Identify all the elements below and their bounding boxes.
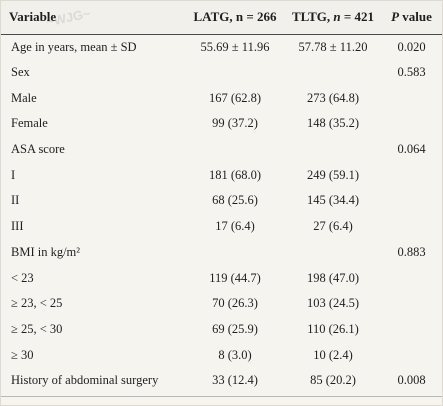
header-latg: LATG, n = 266 — [185, 1, 285, 35]
header-variable: Variable — [1, 1, 185, 35]
tltg-cell — [285, 60, 381, 86]
tltg-cell: 10 (2.4) — [313, 347, 353, 362]
row-label: Male — [11, 90, 37, 105]
table-row: ≥ 25, < 30 69 (25.9) 110 (26.1) — [1, 317, 442, 343]
p-value-cell — [381, 111, 442, 137]
row-label: ≥ 23, < 25 — [11, 296, 63, 311]
latg-cell: 70 (26.3) — [212, 296, 258, 311]
tltg-cell: 145 (34.4) — [306, 193, 360, 208]
row-label: I — [11, 167, 16, 182]
table-row: Sex 0.583 — [1, 60, 442, 86]
latg-cell: 99 (37.2) — [212, 116, 258, 131]
latg-cell — [185, 240, 285, 266]
row-label: III — [11, 219, 24, 234]
latg-cell: 33 (12.4) — [212, 373, 258, 388]
header-tltg-prefix: TLTG, — [291, 9, 334, 25]
p-value-cell: 0.883 — [397, 244, 426, 259]
row-label: Sex — [11, 65, 30, 80]
tltg-cell: 148 (35.2) — [306, 116, 360, 131]
tltg-cell — [285, 137, 381, 163]
table-row: Age in years, mean ± SD 55.69 ± 11.96 57.7… — [1, 34, 442, 60]
header-tltg-n: n — [333, 9, 341, 25]
table-row: Female 99 (37.2) 148 (35.2) — [1, 111, 442, 137]
table-row: III 17 (6.4) 27 (6.4) — [1, 214, 442, 240]
table-row: I 181 (68.0) 249 (59.1) — [1, 162, 442, 188]
row-label: < 23 — [11, 270, 34, 285]
tltg-cell: 57.78 ± 11.20 — [298, 39, 368, 54]
tltg-cell: 27 (6.4) — [313, 219, 353, 234]
header-p-letter: P — [391, 9, 400, 25]
tltg-cell: 273 (64.8) — [306, 90, 360, 105]
tltg-cell: 103 (24.5) — [306, 296, 360, 311]
table-row: History of abdominal surgery 33 (12.4) 85 … — [1, 368, 442, 394]
row-label: ASA score — [11, 142, 65, 157]
table-row: ASA score 0.064 — [1, 137, 442, 163]
table-row: ≥ 30 8 (3.0) 10 (2.4) — [1, 342, 442, 368]
tltg-cell: 110 (26.1) — [307, 321, 359, 336]
table-row: BMI in kg/m² 0.883 — [1, 240, 442, 266]
p-value-cell — [381, 188, 442, 214]
header-tltg: TLTG, n = 421 — [285, 1, 381, 35]
latg-cell: 119 (44.7) — [209, 270, 261, 285]
p-value-cell: 0.064 — [397, 142, 426, 157]
header-p-value: P value — [381, 1, 442, 35]
latg-cell: 181 (68.0) — [208, 167, 262, 182]
p-value-cell — [381, 342, 442, 368]
p-value-cell — [381, 317, 442, 343]
bottom-rule — [1, 396, 442, 397]
row-label: BMI in kg/m² — [11, 244, 81, 259]
latg-cell — [185, 137, 285, 163]
p-value-cell — [381, 214, 442, 240]
p-value-cell: 0.020 — [397, 39, 426, 54]
p-value-cell — [381, 162, 442, 188]
p-value-cell: 0.583 — [397, 65, 426, 80]
row-label: History of abdominal surgery — [11, 373, 159, 388]
table-row: II 68 (25.6) 145 (34.4) — [1, 188, 442, 214]
p-value-cell: 0.008 — [397, 373, 426, 388]
latg-cell — [185, 60, 285, 86]
row-label: Age in years, mean ± SD — [11, 39, 137, 54]
tltg-cell: 249 (59.1) — [306, 167, 360, 182]
p-value-cell — [381, 85, 442, 111]
table-row: Male 167 (62.8) 273 (64.8) — [1, 85, 442, 111]
table-row: < 23 119 (44.7) 198 (47.0) — [1, 265, 442, 291]
latg-cell: 167 (62.8) — [208, 90, 262, 105]
row-label: II — [11, 193, 20, 208]
header-tltg-suffix: = 421 — [340, 9, 375, 25]
row-label: ≥ 30 — [11, 347, 34, 362]
table-body: Age in years, mean ± SD 55.69 ± 11.96 57.7… — [1, 34, 442, 394]
tltg-cell — [285, 240, 381, 266]
tltg-cell: 198 (47.0) — [306, 270, 360, 285]
header-p-suffix: value — [399, 9, 432, 25]
latg-cell: 68 (25.6) — [212, 193, 258, 208]
tltg-cell: 85 (20.2) — [310, 373, 356, 388]
p-value-cell — [381, 265, 442, 291]
data-table: Variable LATG, n = 266 TLTG, n = 421 P v… — [1, 1, 442, 394]
p-value-cell — [381, 291, 442, 317]
table-row: ≥ 23, < 25 70 (26.3) 103 (24.5) — [1, 291, 442, 317]
latg-cell: 8 (3.0) — [218, 347, 252, 362]
header-row: Variable LATG, n = 266 TLTG, n = 421 P v… — [1, 1, 442, 35]
row-label: Female — [11, 116, 48, 131]
latg-cell: 17 (6.4) — [215, 219, 255, 234]
row-label: ≥ 25, < 30 — [11, 321, 63, 336]
latg-cell: 55.69 ± 11.96 — [200, 39, 270, 54]
latg-cell: 69 (25.9) — [212, 321, 258, 336]
